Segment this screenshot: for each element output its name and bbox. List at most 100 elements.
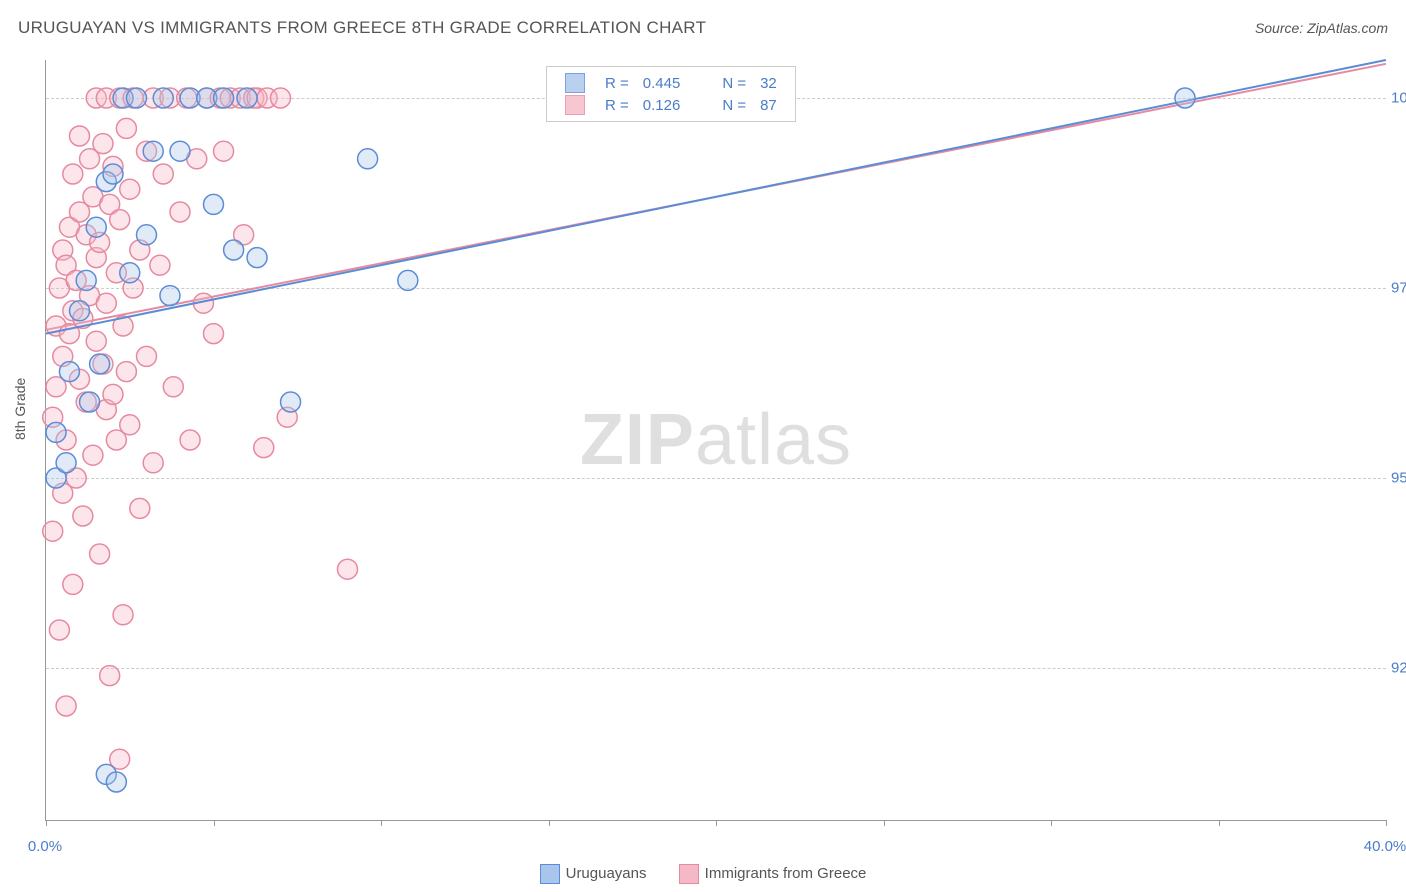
- swatch-icon: [540, 864, 560, 884]
- data-point: [59, 362, 79, 382]
- swatch-icon: [565, 73, 585, 93]
- data-point: [83, 445, 103, 465]
- data-point: [113, 605, 133, 625]
- data-point: [116, 362, 136, 382]
- data-point: [224, 240, 244, 260]
- data-point: [163, 377, 183, 397]
- source-label: Source: ZipAtlas.com: [1255, 20, 1388, 36]
- y-tick-label: 97.5%: [1391, 280, 1406, 297]
- data-point: [126, 88, 146, 108]
- n-label: N =: [716, 73, 752, 93]
- data-point: [160, 286, 180, 306]
- data-point: [137, 346, 157, 366]
- legend-item-uruguayans: Uruguayans: [540, 864, 647, 884]
- legend-item-greece: Immigrants from Greece: [679, 864, 867, 884]
- r-value: 0.126: [637, 95, 687, 115]
- data-point: [153, 88, 173, 108]
- series-legend: Uruguayans Immigrants from Greece: [0, 864, 1406, 884]
- data-point: [103, 384, 123, 404]
- data-point: [100, 666, 120, 686]
- data-point: [106, 772, 126, 792]
- data-point: [204, 324, 224, 344]
- n-label: N =: [716, 95, 752, 115]
- data-point: [73, 506, 93, 526]
- source-name: ZipAtlas.com: [1307, 20, 1388, 36]
- data-point: [398, 270, 418, 290]
- legend-row: R =0.445 N =32: [559, 73, 783, 93]
- data-point: [170, 141, 190, 161]
- data-point: [110, 210, 130, 230]
- x-tick: [381, 820, 382, 826]
- data-point: [63, 164, 83, 184]
- x-axis-min-label: 0.0%: [28, 838, 62, 855]
- swatch-icon: [565, 95, 585, 115]
- data-point: [93, 134, 113, 154]
- data-point: [96, 293, 116, 313]
- data-point: [43, 521, 63, 541]
- data-point: [70, 301, 90, 321]
- x-axis-max-label: 40.0%: [1364, 838, 1406, 855]
- scatter-plot-svg: [46, 60, 1386, 820]
- x-tick: [716, 820, 717, 826]
- data-point: [247, 248, 267, 268]
- y-tick-label: 95.0%: [1391, 470, 1406, 487]
- x-tick: [1051, 820, 1052, 826]
- y-tick-label: 92.5%: [1391, 660, 1406, 677]
- data-point: [70, 126, 90, 146]
- swatch-icon: [679, 864, 699, 884]
- data-point: [143, 453, 163, 473]
- data-point: [120, 263, 140, 283]
- data-point: [180, 430, 200, 450]
- data-point: [120, 415, 140, 435]
- data-point: [358, 149, 378, 169]
- data-point: [271, 88, 291, 108]
- data-point: [153, 164, 173, 184]
- data-point: [86, 331, 106, 351]
- y-axis-label: 8th Grade: [12, 378, 28, 440]
- data-point: [49, 620, 69, 640]
- data-point: [254, 438, 274, 458]
- r-value: 0.445: [637, 73, 687, 93]
- data-point: [150, 255, 170, 275]
- correlation-legend: R =0.445 N =32 R =0.126 N =87: [546, 66, 796, 122]
- x-tick: [1386, 820, 1387, 826]
- data-point: [90, 544, 110, 564]
- data-point: [237, 88, 257, 108]
- r-label: R =: [599, 73, 635, 93]
- data-point: [76, 270, 96, 290]
- data-point: [1175, 88, 1195, 108]
- data-point: [281, 392, 301, 412]
- data-point: [137, 225, 157, 245]
- source-prefix: Source:: [1255, 20, 1307, 36]
- data-point: [130, 498, 150, 518]
- y-tick-label: 100.0%: [1391, 90, 1406, 107]
- x-tick: [884, 820, 885, 826]
- data-point: [170, 202, 190, 222]
- data-point: [338, 559, 358, 579]
- x-tick: [214, 820, 215, 826]
- n-value: 87: [754, 95, 783, 115]
- x-tick: [549, 820, 550, 826]
- data-point: [80, 392, 100, 412]
- data-point: [46, 422, 66, 442]
- r-label: R =: [599, 95, 635, 115]
- legend-label: Immigrants from Greece: [705, 865, 867, 882]
- chart-title: URUGUAYAN VS IMMIGRANTS FROM GREECE 8TH …: [18, 18, 706, 38]
- data-point: [204, 194, 224, 214]
- x-tick: [46, 820, 47, 826]
- data-point: [56, 453, 76, 473]
- data-point: [86, 217, 106, 237]
- data-point: [90, 354, 110, 374]
- data-point: [143, 141, 163, 161]
- data-point: [63, 574, 83, 594]
- data-point: [214, 88, 234, 108]
- legend-row: R =0.126 N =87: [559, 95, 783, 115]
- legend-label: Uruguayans: [566, 865, 647, 882]
- n-value: 32: [754, 73, 783, 93]
- data-point: [103, 164, 123, 184]
- data-point: [214, 141, 234, 161]
- data-point: [116, 118, 136, 138]
- data-point: [56, 696, 76, 716]
- x-tick: [1219, 820, 1220, 826]
- plot-area: 92.5%95.0%97.5%100.0% ZIPatlas R =0.445N…: [45, 60, 1386, 821]
